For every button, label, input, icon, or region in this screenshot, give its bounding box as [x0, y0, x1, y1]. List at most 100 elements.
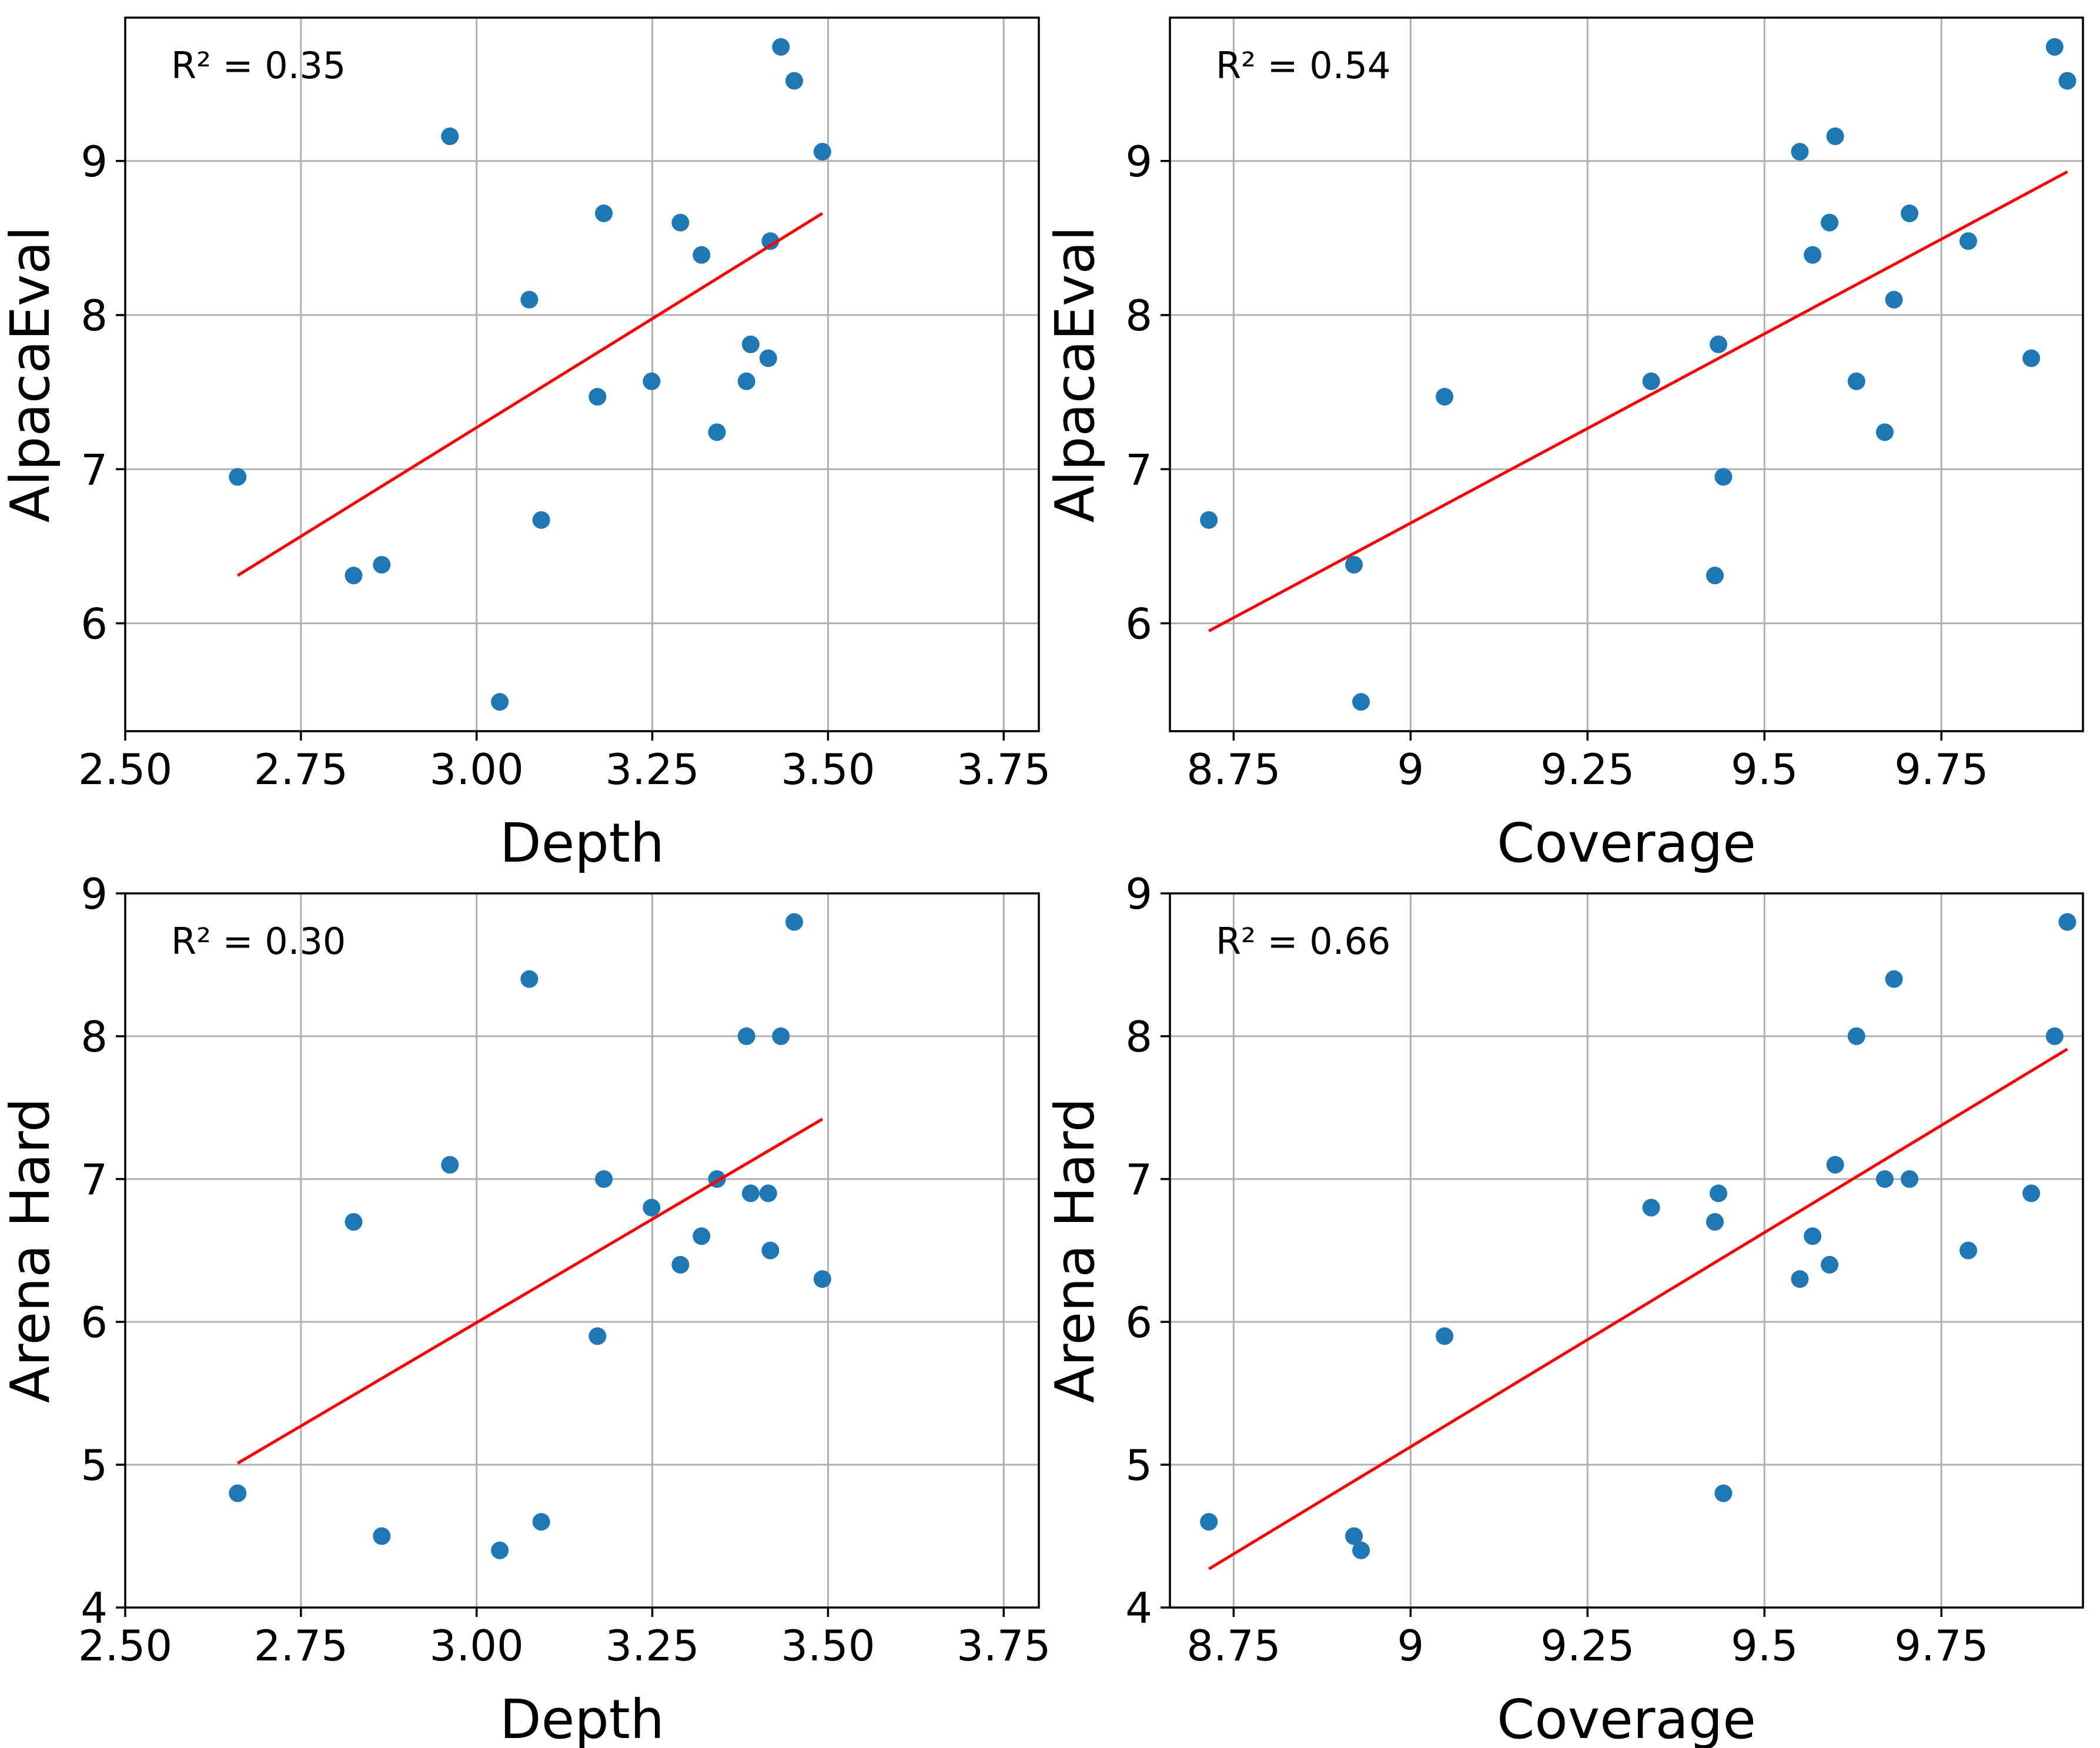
data-point [1200, 1513, 1218, 1531]
y-tick-label: 9 [81, 137, 108, 186]
y-axis-label: Arena Hard [0, 1098, 62, 1403]
x-tick-label: 8.75 [1186, 745, 1280, 794]
data-point [1791, 1270, 1809, 1288]
data-point [741, 1184, 760, 1203]
data-point [759, 1184, 777, 1203]
y-tick-label: 8 [1125, 1012, 1152, 1061]
x-tick-label: 2.50 [78, 1621, 172, 1670]
data-point [1352, 693, 1370, 711]
subplot-2: 8.75 9 9.25 9.5 9.75 6 7 8 9 R² = 0.54 Coverage Alp… [1044, 16, 2084, 875]
data-point [588, 388, 607, 406]
data-point [1710, 335, 1728, 353]
x-tick-label: 9.75 [1894, 745, 1988, 794]
data-point [693, 1227, 711, 1245]
data-point [1826, 127, 1844, 145]
data-point [1706, 1213, 1724, 1231]
data-point [1345, 555, 1363, 574]
x-tick-label: 3.50 [781, 745, 875, 794]
data-point [1200, 511, 1218, 529]
data-point [2058, 913, 2076, 931]
x-tick-label: 3.25 [605, 1621, 699, 1670]
subplot-4: 8.75 9 9.25 9.5 9.75 4 5 6 7 8 9 R² = 0.66 Coverage A… [1044, 869, 2084, 1748]
subplot-1: 2.50 2.75 3.00 3.25 3.50 3.75 6 7 8 9 R² = 0.35 Dep… [0, 16, 1051, 875]
x-tick-label: 3.00 [430, 1621, 524, 1670]
data-point [1642, 372, 1660, 390]
data-point [1714, 468, 1733, 486]
data-point [1642, 1198, 1660, 1217]
data-point [1821, 1255, 1839, 1274]
x-tick-label: 9 [1397, 1621, 1424, 1670]
x-tick-label: 2.75 [254, 745, 348, 794]
y-tick-label: 4 [81, 1583, 108, 1633]
data-point [1821, 213, 1839, 232]
data-point [345, 567, 363, 585]
data-point [520, 290, 539, 309]
data-point [1885, 970, 1903, 988]
data-point [229, 1484, 247, 1502]
data-point [2045, 38, 2064, 56]
data-point [373, 1527, 391, 1545]
x-axis-label: Coverage [1497, 812, 1756, 875]
data-point [595, 204, 613, 222]
plot-frame [124, 892, 1040, 1609]
y-tick-label: 8 [81, 291, 108, 340]
data-point [441, 127, 459, 145]
data-point [643, 372, 661, 390]
y-tick-label: 6 [1125, 1298, 1152, 1347]
data-point [1436, 388, 1454, 406]
data-point [1804, 246, 1822, 264]
x-tick-label: 3.75 [957, 1621, 1051, 1670]
x-tick-label: 9.25 [1540, 1621, 1634, 1670]
data-point [588, 1327, 607, 1345]
x-tick-label: 9.5 [1731, 1621, 1798, 1670]
y-tick-label: 5 [81, 1441, 108, 1490]
x-tick-label: 3.00 [430, 745, 524, 794]
y-tick-label: 9 [1125, 869, 1152, 919]
y-tick-label: 6 [81, 599, 108, 648]
data-point [595, 1170, 613, 1188]
data-point [772, 38, 790, 56]
y-tick-label: 6 [81, 1298, 108, 1347]
data-point [532, 511, 550, 529]
data-point [1847, 372, 1865, 390]
data-point [373, 555, 391, 574]
y-tick-label: 8 [81, 1012, 108, 1061]
data-point [1875, 423, 1894, 441]
y-tick-label: 7 [81, 1155, 108, 1204]
data-point [708, 423, 726, 441]
data-point [1959, 1241, 1977, 1260]
data-point [1706, 567, 1724, 585]
y-axis-label: AlpacaEval [1044, 226, 1106, 523]
data-point [2022, 1184, 2041, 1203]
data-point [1436, 1327, 1454, 1345]
x-tick-label: 9.25 [1540, 745, 1634, 794]
y-tick-label: 7 [1125, 445, 1152, 494]
regression-line [236, 1117, 824, 1465]
data-point [441, 1156, 459, 1174]
y-axis-label: AlpacaEval [0, 226, 62, 523]
data-point [1826, 1156, 1844, 1174]
x-tick-label: 2.75 [254, 1621, 348, 1670]
data-point [813, 1270, 831, 1288]
data-point [761, 1241, 780, 1260]
data-point [737, 372, 755, 390]
data-point [1847, 1027, 1865, 1045]
x-tick-label: 3.25 [605, 745, 699, 794]
data-point [2045, 1027, 2064, 1045]
data-point [1959, 232, 1977, 250]
data-point [1885, 290, 1903, 309]
x-tick-label: 9 [1397, 745, 1424, 794]
x-tick-label: 9.75 [1894, 1621, 1988, 1670]
data-point [1710, 1184, 1728, 1203]
regression-line [236, 212, 824, 577]
data-point [741, 335, 760, 353]
data-point [761, 232, 780, 250]
y-tick-label: 6 [1125, 599, 1152, 648]
data-point [2058, 72, 2076, 90]
plot-frame [124, 16, 1040, 732]
data-point [1714, 1484, 1733, 1502]
data-point [1345, 1527, 1363, 1545]
data-point [1791, 143, 1809, 161]
data-point [693, 246, 711, 264]
data-point [2022, 349, 2041, 367]
